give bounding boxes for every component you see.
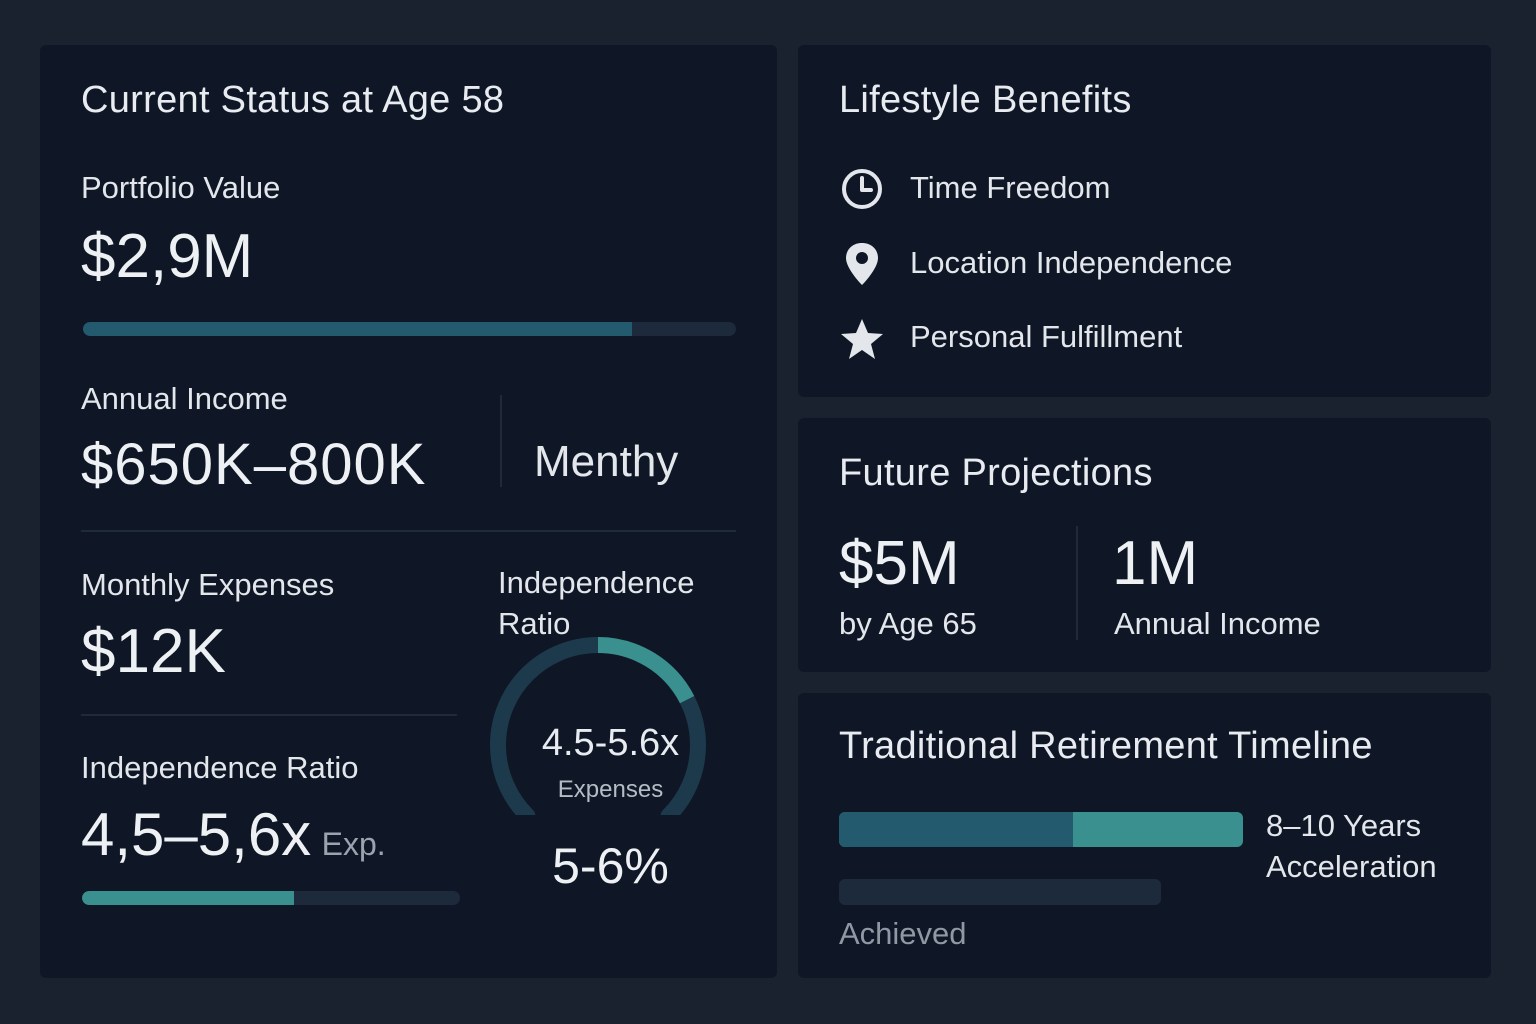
clock-icon [842,169,882,209]
gauge-fill [597,637,695,704]
gauge-title-line2: Ratio [498,606,571,641]
current-status-card: Current Status at Age 58 Portfolio Value… [40,45,777,978]
portfolio-progress-fill [83,322,632,336]
monthly-expenses-value: $12K [81,617,226,686]
independence-ratio-value-row: 4,5–5,6x Exp. [81,800,386,869]
projection-left-label: by Age 65 [839,606,977,641]
independence-ratio-suffix: Exp. [321,826,386,862]
independence-ratio-progress-fill [82,891,294,905]
lifestyle-item-time-freedom: Time Freedom [910,170,1111,205]
achieved-label: Achieved [839,916,967,951]
gauge-title-line1: Independence [498,565,695,600]
projection-right-label: Annual Income [1114,606,1321,641]
income-divider [500,395,502,487]
portfolio-progress-bar [83,322,736,336]
expenses-bottom-divider [81,714,457,716]
annual-income-label: Annual Income [81,381,288,416]
achieved-bar [839,879,1161,905]
lifestyle-benefits-card: Lifestyle Benefits Time Freedom Location… [798,45,1491,397]
acceleration-bar-dark-segment [839,812,1074,847]
lifestyle-item-location-independence: Location Independence [910,245,1233,280]
future-projections-card: Future Projections $5M by Age 65 1M Annu… [798,418,1491,672]
timeline-title: Traditional Retirement Timeline [839,725,1373,767]
portfolio-value-label: Portfolio Value [81,170,281,205]
lifestyle-title: Lifestyle Benefits [839,79,1132,121]
independence-ratio-progress-bar [82,891,460,905]
acceleration-label-line2: Acceleration [1266,849,1437,884]
independence-ratio-label: Independence Ratio [81,750,359,785]
current-status-title: Current Status at Age 58 [81,79,505,121]
projection-left-value: $5M [839,529,960,598]
annual-income-value: $650K–800K [81,432,427,497]
gauge-value: 4.5-5.6x [541,722,680,764]
star-icon [841,319,883,359]
projections-divider [1076,526,1078,640]
acceleration-label-line1: 8–10 Years [1266,808,1422,843]
lifestyle-item-personal-fulfillment: Personal Fulfillment [910,319,1183,354]
projections-title: Future Projections [839,452,1153,494]
independence-gauge [490,637,706,815]
independence-ratio-value: 4,5–5,6x [81,801,312,868]
gauge-footer: 5-6% [552,838,669,894]
retirement-timeline-card: Traditional Retirement Timeline 8–10 Yea… [798,693,1491,978]
location-pin-icon [846,243,878,285]
gauge-sublabel: Expenses [557,776,664,803]
income-side-label: Menthy [534,437,679,486]
portfolio-value: $2,9M [81,222,254,291]
projection-right-value: 1M [1112,529,1199,598]
acceleration-bar [839,812,1243,847]
income-bottom-divider [81,530,736,532]
monthly-expenses-label: Monthly Expenses [81,567,335,602]
